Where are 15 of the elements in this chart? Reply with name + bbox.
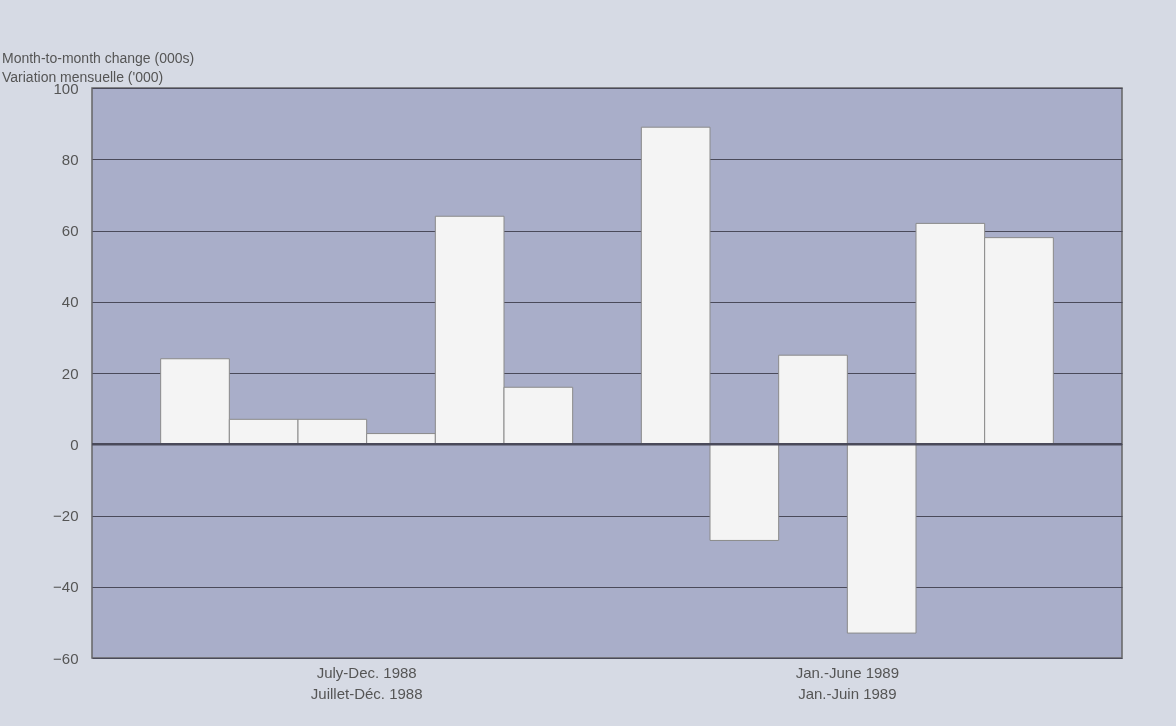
y-tick-label: −20 <box>53 507 79 524</box>
y-tick-label: 0 <box>70 435 79 453</box>
y-axis-title: Month-to-month change (000s) Variation mensuelle ('000) <box>2 50 195 85</box>
y-tick-label: −40 <box>53 578 79 596</box>
text: July-Dec. 1988 Juillet-Déc. 1988 <box>310 664 423 702</box>
bar <box>640 126 711 445</box>
bar <box>846 443 917 634</box>
y-tick-label: 20 <box>61 364 79 382</box>
y-tick-label: 40 <box>61 293 79 311</box>
y-tick-label: 60 <box>61 222 79 239</box>
bar <box>778 354 848 445</box>
y-tick-label: −60 <box>53 649 79 667</box>
y-tick-label: 80 <box>61 150 79 168</box>
bar <box>709 443 780 541</box>
text: Jan.-June 1989 Jan.-Juin 1989 <box>795 664 900 702</box>
